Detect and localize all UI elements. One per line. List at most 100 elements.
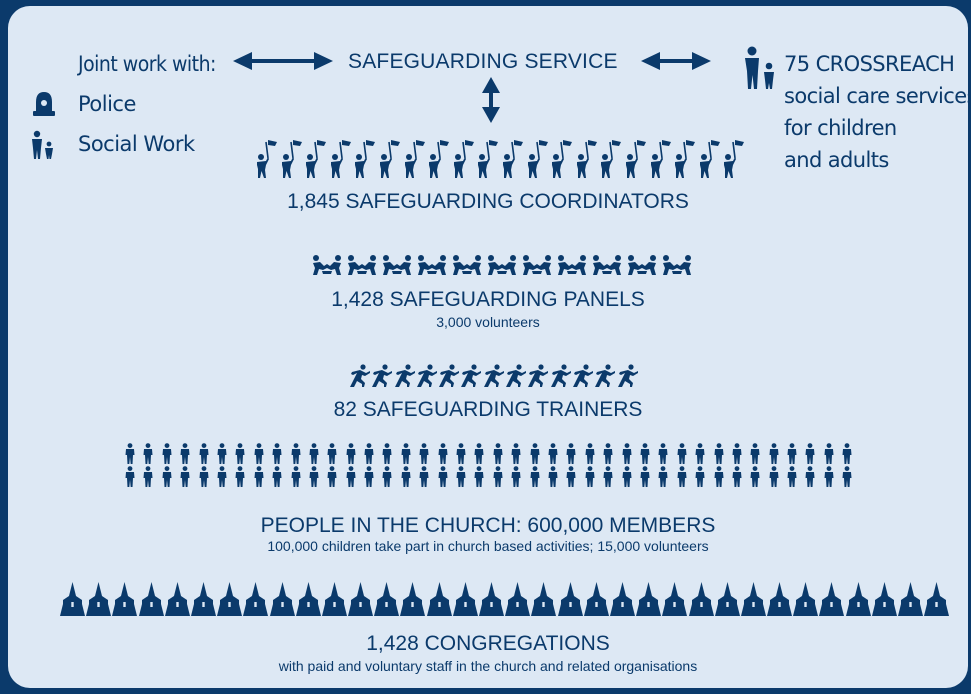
church-spire-icon [269, 582, 295, 616]
adult-child-icon [32, 130, 53, 159]
person-icon [235, 466, 245, 487]
person-icon [272, 466, 282, 487]
person-icon [732, 466, 742, 487]
person-icon [640, 443, 650, 464]
person-icon [382, 466, 392, 487]
person-icon [603, 443, 613, 464]
panels-title: 1,428 SAFEGUARDING PANELS [331, 288, 645, 311]
group-icon [348, 255, 376, 275]
flag-person-icon [601, 140, 622, 178]
person-icon [585, 466, 595, 487]
person-icon [695, 466, 705, 487]
church-spire-icon [243, 582, 269, 616]
church-spire-icon [688, 582, 714, 616]
person-icon [272, 443, 282, 464]
church-spire-icon [740, 582, 766, 616]
person-icon [180, 443, 190, 464]
trainers-icon-row [348, 364, 638, 388]
running-person-icon [416, 364, 437, 387]
flag-person-icon [453, 140, 474, 178]
running-person-icon [483, 364, 504, 387]
church-spire-icon [190, 582, 216, 616]
person-icon [677, 466, 687, 487]
church-spire-icon [112, 582, 138, 616]
group-icon [663, 255, 691, 275]
crossreach-adult-child-icon [745, 46, 774, 89]
person-icon [254, 466, 264, 487]
vertical-double-arrow [482, 77, 500, 123]
partner-social-work-label: Social Work [78, 132, 195, 156]
person-icon [346, 443, 356, 464]
flag-person-icon [650, 140, 671, 178]
congregations-title: 1,428 CONGREGATIONS [366, 632, 610, 655]
infographic-panel: Joint work with: Police Social Work SAFE… [8, 6, 968, 688]
group-icon [488, 255, 516, 275]
running-person-icon [461, 364, 482, 387]
flag-person-icon [576, 140, 597, 178]
flag-person-icon [404, 140, 425, 178]
person-icon [346, 466, 356, 487]
person-icon [309, 466, 319, 487]
person-icon [125, 443, 135, 464]
flag-person-icon [379, 140, 400, 178]
church-spire-icon [60, 582, 85, 616]
running-person-icon [372, 364, 393, 387]
members-subtitle: 100,000 children take part in church bas… [267, 538, 709, 554]
person-icon [254, 443, 264, 464]
person-icon [787, 443, 797, 464]
right-double-arrow [641, 52, 711, 70]
person-icon [511, 443, 521, 464]
person-icon [474, 466, 484, 487]
person-icon [732, 443, 742, 464]
group-icon [453, 255, 481, 275]
person-icon [217, 466, 227, 487]
person-icon [677, 443, 687, 464]
flag-person-icon [306, 140, 327, 178]
panels-subtitle: 3,000 volunteers [436, 314, 540, 330]
person-icon [658, 443, 668, 464]
person-icon [364, 443, 374, 464]
group-icon [418, 255, 446, 275]
person-icon [125, 466, 135, 487]
person-icon [805, 466, 815, 487]
person-icon [787, 466, 797, 487]
crossreach-line-1: 75 CROSSREACH [784, 52, 955, 76]
congregations-subtitle: with paid and voluntary staff in the chu… [278, 658, 698, 674]
person-icon [750, 466, 760, 487]
church-spire-icon [609, 582, 635, 616]
group-icon [628, 255, 656, 275]
running-person-icon [550, 364, 571, 387]
flag-person-icon [552, 140, 573, 178]
church-spire-icon [583, 582, 609, 616]
church-spire-icon [714, 582, 740, 616]
connector-arrows [233, 52, 711, 123]
running-person-icon [506, 364, 527, 387]
person-icon [143, 466, 153, 487]
coordinators-title: 1,845 SAFEGUARDING COORDINATORS [287, 190, 689, 213]
church-spire-icon [531, 582, 557, 616]
person-icon [401, 466, 411, 487]
group-icon [593, 255, 621, 275]
church-spire-icon [505, 582, 531, 616]
person-icon [474, 443, 484, 464]
panels-icon-row [311, 254, 696, 276]
person-icon [382, 443, 392, 464]
person-icon [235, 443, 245, 464]
running-person-icon [528, 364, 549, 387]
person-icon [438, 466, 448, 487]
church-spire-icon [819, 582, 845, 616]
flag-person-icon [724, 140, 745, 178]
person-icon [658, 466, 668, 487]
person-icon [530, 466, 540, 487]
person-icon [456, 443, 466, 464]
person-icon [309, 443, 319, 464]
church-spire-icon [164, 582, 190, 616]
church-spire-icon [898, 582, 923, 616]
person-icon [438, 443, 448, 464]
church-spire-icon [636, 582, 662, 616]
person-icon [199, 443, 209, 464]
person-icon [548, 466, 558, 487]
person-icon [603, 466, 613, 487]
running-person-icon [439, 364, 460, 387]
person-icon [327, 443, 337, 464]
